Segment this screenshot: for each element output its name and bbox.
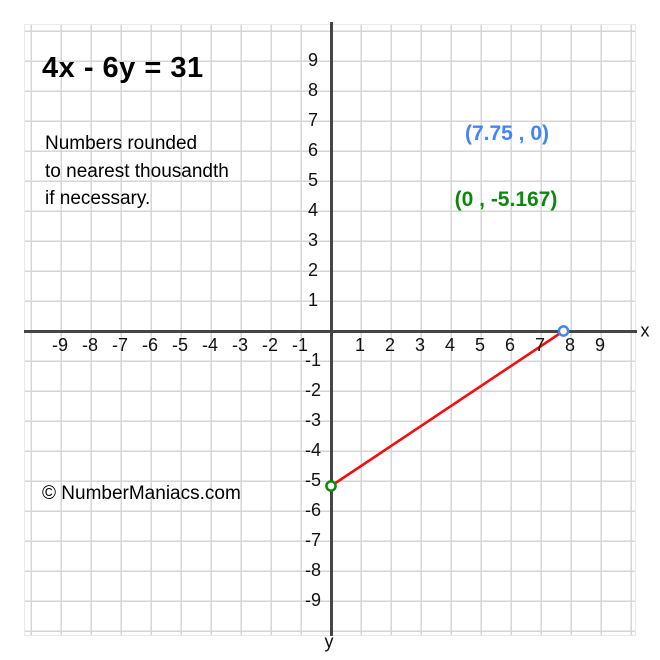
y-tick-label: -5 (304, 470, 322, 490)
y-tick-label: -8 (304, 560, 322, 580)
x-tick-label: -8 (81, 335, 99, 355)
equation-title: 4x - 6y = 31 (42, 52, 204, 84)
y-tick-label: 9 (307, 50, 319, 70)
x-tick-label: -9 (51, 335, 69, 355)
y-tick-label: 6 (307, 140, 319, 160)
y-tick-label: -2 (304, 380, 322, 400)
x-tick-label: 5 (474, 335, 486, 355)
y-tick-label: 1 (307, 290, 319, 310)
y-tick-label: -6 (304, 500, 322, 520)
x-tick-label: -7 (111, 335, 129, 355)
y-tick-label: 2 (307, 260, 319, 280)
x-tick-label: -4 (201, 335, 219, 355)
x-intercept-label: (7.75 , 0) (464, 122, 550, 145)
x-intercept-point (557, 325, 570, 337)
x-tick-label: 8 (564, 335, 576, 355)
x-tick-label: -2 (261, 335, 279, 355)
x-axis-letter: x (640, 320, 650, 341)
graph-line-segment (330, 329, 565, 488)
y-intercept-label: (0 , -5.167) (454, 188, 558, 211)
watermark-text: © NumberManiacs.com (42, 483, 241, 504)
y-intercept-point (325, 480, 337, 492)
y-tick-label: 7 (307, 110, 319, 130)
rounding-note: Numbers rounded to nearest thousandth if… (45, 130, 229, 213)
x-tick-label: -1 (291, 335, 309, 355)
x-tick-label: 2 (384, 335, 396, 355)
x-tick-label: -5 (171, 335, 189, 355)
y-axis-line (329, 22, 333, 636)
rounding-note-line: to nearest thousandth (45, 160, 229, 182)
y-tick-label: -7 (304, 530, 322, 550)
y-tick-label: 5 (307, 170, 319, 190)
y-axis-letter: y (324, 631, 334, 652)
y-tick-label: -3 (304, 410, 322, 430)
x-tick-label: 7 (534, 335, 546, 355)
y-tick-label: 8 (307, 80, 319, 100)
plot-area (24, 22, 637, 636)
x-tick-label: 4 (444, 335, 456, 355)
rounding-note-line: Numbers rounded (45, 133, 198, 154)
x-tick-label: -6 (141, 335, 159, 355)
x-tick-label: -3 (231, 335, 249, 355)
y-tick-label: -1 (304, 350, 322, 370)
y-tick-label: 4 (307, 200, 319, 220)
y-tick-label: -4 (304, 440, 322, 460)
line-graph (325, 325, 570, 492)
x-tick-label: 1 (354, 335, 366, 355)
y-tick-label: 3 (307, 230, 319, 250)
rounding-note-line: if necessary. (45, 188, 151, 209)
x-tick-label: 9 (594, 335, 606, 355)
y-tick-label: -9 (304, 590, 322, 610)
x-tick-label: 3 (414, 335, 426, 355)
x-tick-label: 6 (504, 335, 516, 355)
